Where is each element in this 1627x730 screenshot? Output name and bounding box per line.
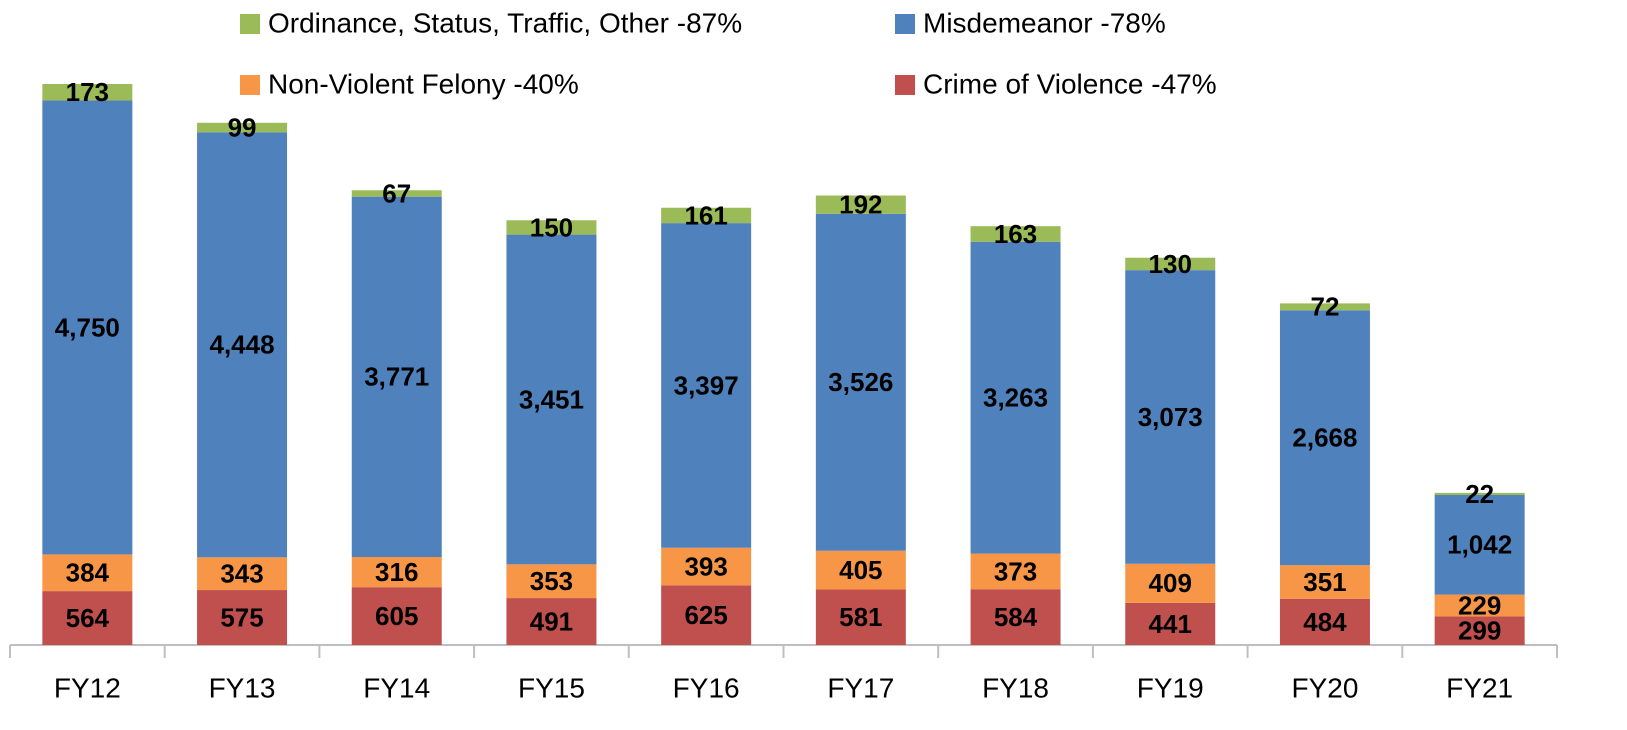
- bar-segment: [1125, 602, 1216, 645]
- data-label: 3,263: [983, 383, 1048, 413]
- data-label: 2,668: [1292, 423, 1357, 453]
- bar-segment: [42, 100, 133, 555]
- bar-segment: [1434, 492, 1525, 495]
- data-label: 72: [1310, 292, 1339, 322]
- bar-segment: [815, 213, 906, 551]
- data-label: 67: [382, 178, 411, 208]
- x-tick-label: FY19: [1137, 672, 1204, 703]
- bar-segment: [970, 226, 1061, 242]
- legend-label: Ordinance, Status, Traffic, Other -87%: [268, 7, 742, 38]
- x-tick-label: FY16: [673, 672, 740, 703]
- x-tick-label: FY15: [518, 672, 585, 703]
- x-tick-label: FY21: [1446, 672, 1513, 703]
- bar-segment: [815, 195, 906, 214]
- data-label: 3,526: [828, 367, 893, 397]
- bar-segment: [197, 590, 288, 645]
- data-label: 4,750: [55, 312, 120, 342]
- data-label: 441: [1149, 609, 1192, 639]
- data-label: 299: [1458, 616, 1501, 646]
- bar-segment: [197, 122, 288, 133]
- x-tick-label: FY20: [1291, 672, 1358, 703]
- data-label: 150: [530, 212, 573, 242]
- bar-segment: [1125, 270, 1216, 564]
- bar-segment: [506, 234, 597, 565]
- bar-segment: [815, 589, 906, 645]
- data-label: 22: [1465, 479, 1494, 509]
- data-label: 584: [994, 602, 1038, 632]
- bar-segment: [1434, 594, 1525, 617]
- bar-segment: [1279, 565, 1370, 599]
- x-tick-label: FY14: [363, 672, 430, 703]
- bar-segment: [970, 589, 1061, 645]
- legend-label: Crime of Violence -47%: [923, 68, 1217, 99]
- bar-segment: [1125, 257, 1216, 271]
- bar-segment: [1125, 563, 1216, 603]
- data-label: 3,397: [674, 370, 739, 400]
- bar-segment: [351, 190, 442, 197]
- x-tick-label: FY12: [54, 672, 121, 703]
- data-label: 491: [530, 606, 573, 636]
- legend-swatch: [240, 75, 260, 95]
- bar-segment: [970, 553, 1061, 590]
- data-label: 373: [994, 556, 1037, 586]
- bar-segment: [970, 241, 1061, 554]
- bar-segment: [42, 84, 133, 101]
- bar-segment: [351, 556, 442, 588]
- data-label: 163: [994, 219, 1037, 249]
- bar-segment: [197, 132, 288, 558]
- data-label: 564: [66, 603, 110, 633]
- data-label: 409: [1149, 568, 1192, 598]
- bar-segment: [1434, 616, 1525, 645]
- data-label: 130: [1149, 249, 1192, 279]
- data-label: 384: [66, 558, 110, 588]
- data-label: 343: [220, 559, 263, 589]
- bar-segment: [661, 207, 752, 224]
- bar-segment: [1279, 303, 1370, 311]
- bar-segment: [1279, 598, 1370, 645]
- data-label: 3,073: [1138, 402, 1203, 432]
- data-label: 405: [839, 555, 882, 585]
- x-tick-label: FY17: [827, 672, 894, 703]
- bar-segment: [661, 223, 752, 548]
- bar-segment: [506, 564, 597, 599]
- bar-segment: [506, 220, 597, 235]
- data-label: 192: [839, 190, 882, 220]
- bar-segment: [815, 550, 906, 590]
- data-label: 625: [684, 600, 727, 630]
- x-tick-label: FY13: [209, 672, 276, 703]
- data-label: 173: [66, 77, 109, 107]
- data-label: 99: [228, 112, 257, 142]
- data-label: 605: [375, 601, 418, 631]
- data-label: 3,771: [364, 362, 429, 392]
- legend-swatch: [240, 14, 260, 34]
- bar-segment: [1434, 494, 1525, 595]
- x-tick-label: FY18: [982, 672, 1049, 703]
- data-label: 4,448: [210, 330, 275, 360]
- data-label: 351: [1303, 567, 1346, 597]
- bar-segment: [661, 585, 752, 645]
- bar-segment: [661, 547, 752, 586]
- data-label: 484: [1303, 607, 1347, 637]
- data-label: 161: [684, 200, 727, 230]
- legend-label: Misdemeanor -78%: [923, 7, 1166, 38]
- legend-swatch: [895, 75, 915, 95]
- bar-segment: [197, 557, 288, 591]
- bar-segment: [351, 587, 442, 645]
- data-label: 316: [375, 557, 418, 587]
- data-label: 581: [839, 602, 882, 632]
- legend-label: Non-Violent Felony -40%: [268, 68, 579, 99]
- bar-segment: [1279, 310, 1370, 566]
- bar-segment: [506, 598, 597, 645]
- data-label: 3,451: [519, 384, 584, 414]
- data-label: 1,042: [1447, 530, 1512, 560]
- data-label: 229: [1458, 590, 1501, 620]
- bar-segment: [42, 591, 133, 645]
- data-label: 393: [684, 551, 727, 581]
- data-label: 353: [530, 566, 573, 596]
- bar-segment: [351, 196, 442, 557]
- bar-segment: [42, 554, 133, 592]
- legend-swatch: [895, 14, 915, 34]
- data-label: 575: [220, 602, 263, 632]
